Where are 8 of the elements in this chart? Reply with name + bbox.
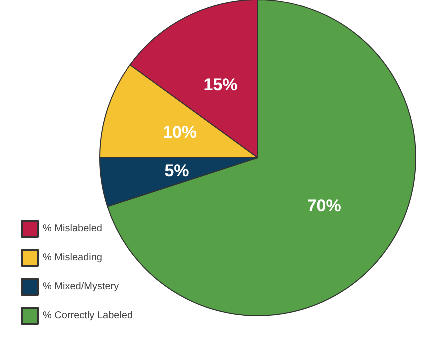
data-label: 70% <box>307 196 342 216</box>
data-label: 5% <box>164 161 190 180</box>
data-label: 15% <box>204 75 238 94</box>
legend-label: % Correctly Labeled <box>43 310 134 322</box>
legend-label: % Mixed/Mystery <box>43 282 120 292</box>
data-label: 10% <box>163 123 198 142</box>
legend-label: % Misleading <box>43 252 102 264</box>
legend-label: % Mislabeled <box>43 224 102 234</box>
